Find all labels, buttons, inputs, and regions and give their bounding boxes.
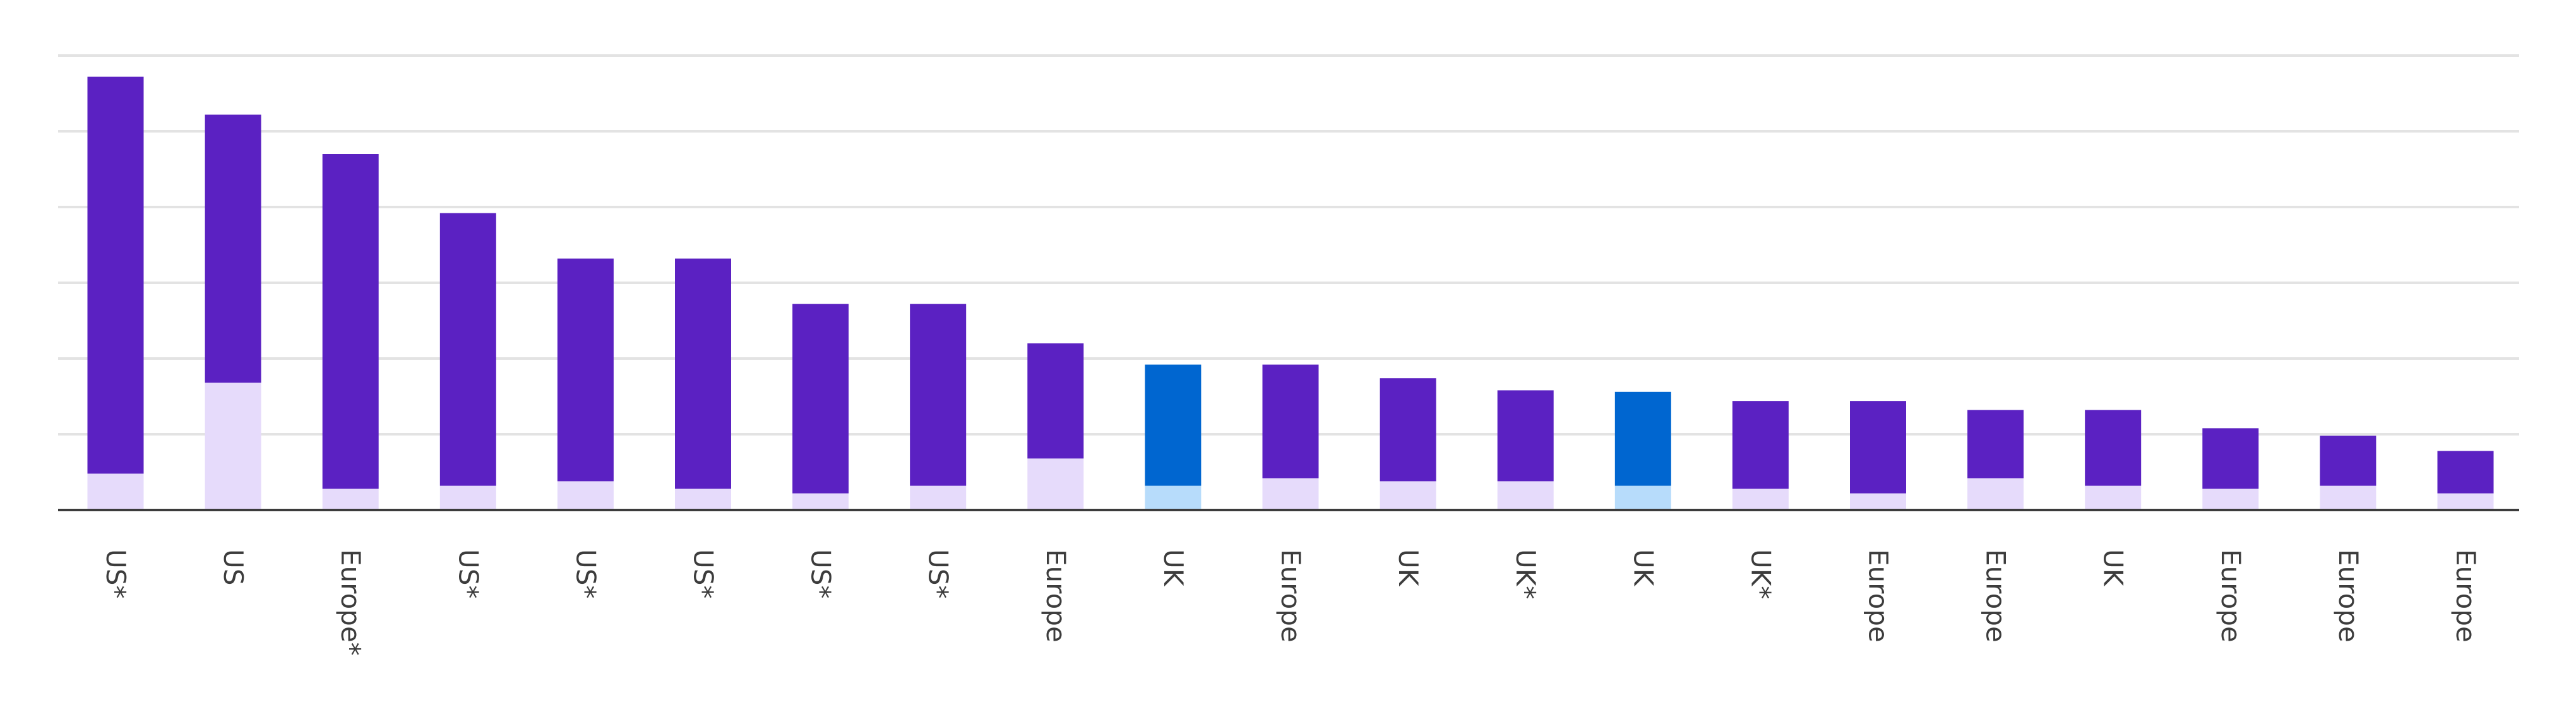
bar-group-11 — [1262, 364, 1319, 510]
bar-lower-segment-16 — [1850, 493, 1906, 510]
bar-lower-segment-14 — [1614, 485, 1671, 510]
bar-upper-segment-13 — [1497, 390, 1554, 482]
bar-lower-segment-9 — [1027, 458, 1084, 510]
bar-upper-segment-17 — [1967, 410, 2024, 478]
bar-lower-segment-12 — [1380, 481, 1436, 510]
bar-group-5 — [557, 258, 614, 510]
x-tick-label-21: Europe — [2450, 549, 2481, 643]
x-tick-label-18: UK — [2098, 549, 2129, 587]
x-tick-label-16: Europe — [1863, 549, 1894, 643]
bar-lower-segment-1 — [87, 473, 144, 510]
x-tick-label-15: UK* — [1745, 549, 1776, 599]
bar-group-15 — [1732, 401, 1789, 510]
bar-lower-segment-17 — [1967, 478, 2024, 510]
x-tick-labels: US* US Europe* US* US* US* US* US* Europe UK Europ… — [100, 549, 2481, 656]
x-tick-label-8: US* — [923, 549, 954, 598]
bar-upper-segment-9 — [1027, 343, 1084, 459]
bar-group-2 — [205, 114, 261, 510]
bar-upper-segment-4 — [439, 213, 496, 486]
bar-lower-segment-2 — [205, 383, 261, 510]
bar-group-21 — [2437, 451, 2494, 510]
x-tick-label-9: Europe — [1041, 549, 1071, 643]
bar-upper-segment-10 — [1145, 364, 1202, 486]
bar-lower-segment-10 — [1145, 485, 1202, 510]
bar-lower-segment-11 — [1262, 478, 1319, 510]
bar-upper-segment-18 — [2085, 410, 2142, 486]
bar-group-10 — [1145, 364, 1202, 510]
bar-group-12 — [1380, 378, 1436, 510]
x-tick-label-14: UK — [1628, 549, 1659, 587]
bar-upper-segment-3 — [322, 154, 379, 489]
bar-group-20 — [2320, 436, 2376, 510]
bar-lower-segment-13 — [1497, 481, 1554, 510]
bar-upper-segment-16 — [1850, 401, 1906, 494]
bar-lower-segment-15 — [1732, 489, 1789, 510]
x-tick-label-10: UK — [1158, 549, 1189, 587]
bars — [87, 76, 2494, 510]
bar-group-17 — [1967, 410, 2024, 510]
x-tick-label-11: Europe — [1275, 549, 1306, 643]
x-tick-label-4: US* — [453, 549, 484, 598]
bar-upper-segment-19 — [2202, 428, 2259, 489]
x-tick-label-19: Europe — [2215, 549, 2246, 643]
bar-group-9 — [1027, 343, 1084, 510]
bar-upper-segment-8 — [910, 304, 967, 486]
bar-group-16 — [1850, 401, 1906, 510]
bar-lower-segment-8 — [910, 485, 967, 510]
bar-group-6 — [675, 258, 731, 510]
bar-upper-segment-2 — [205, 114, 261, 383]
bar-lower-segment-20 — [2320, 485, 2376, 510]
bar-group-8 — [910, 304, 967, 510]
bar-group-7 — [792, 304, 849, 510]
bar-upper-segment-5 — [557, 258, 614, 482]
bar-upper-segment-11 — [1262, 364, 1319, 478]
bar-lower-segment-7 — [792, 493, 849, 510]
x-tick-label-17: Europe — [1981, 549, 2012, 643]
bar-lower-segment-19 — [2202, 489, 2259, 510]
bar-lower-segment-18 — [2085, 485, 2142, 510]
bar-upper-segment-6 — [675, 258, 731, 489]
bar-upper-segment-14 — [1614, 391, 1671, 486]
x-tick-label-6: US* — [688, 549, 719, 598]
x-tick-label-12: UK — [1393, 549, 1424, 587]
bar-lower-segment-4 — [439, 485, 496, 510]
bar-upper-segment-1 — [87, 76, 144, 474]
x-tick-label-13: UK* — [1510, 549, 1541, 599]
x-tick-label-2: US — [218, 549, 249, 585]
bar-lower-segment-3 — [322, 489, 379, 510]
bar-lower-segment-5 — [557, 481, 614, 510]
x-tick-label-7: US* — [806, 549, 837, 598]
bar-group-4 — [439, 213, 496, 510]
bar-upper-segment-12 — [1380, 378, 1436, 482]
x-tick-label-1: US* — [100, 549, 131, 598]
bar-lower-segment-6 — [675, 489, 731, 510]
bar-group-1 — [87, 76, 144, 510]
x-tick-label-20: Europe — [2333, 549, 2364, 643]
x-tick-label-3: Europe* — [335, 549, 366, 656]
bar-group-14 — [1614, 391, 1671, 510]
x-tick-label-5: US* — [570, 549, 601, 598]
bar-group-3 — [322, 154, 379, 510]
bar-upper-segment-20 — [2320, 436, 2376, 486]
bar-upper-segment-15 — [1732, 401, 1789, 489]
bar-lower-segment-21 — [2437, 493, 2494, 510]
bar-group-19 — [2202, 428, 2259, 510]
bar-upper-segment-21 — [2437, 451, 2494, 494]
bar-group-18 — [2085, 410, 2142, 510]
bar-upper-segment-7 — [792, 304, 849, 494]
bar-group-13 — [1497, 390, 1554, 510]
